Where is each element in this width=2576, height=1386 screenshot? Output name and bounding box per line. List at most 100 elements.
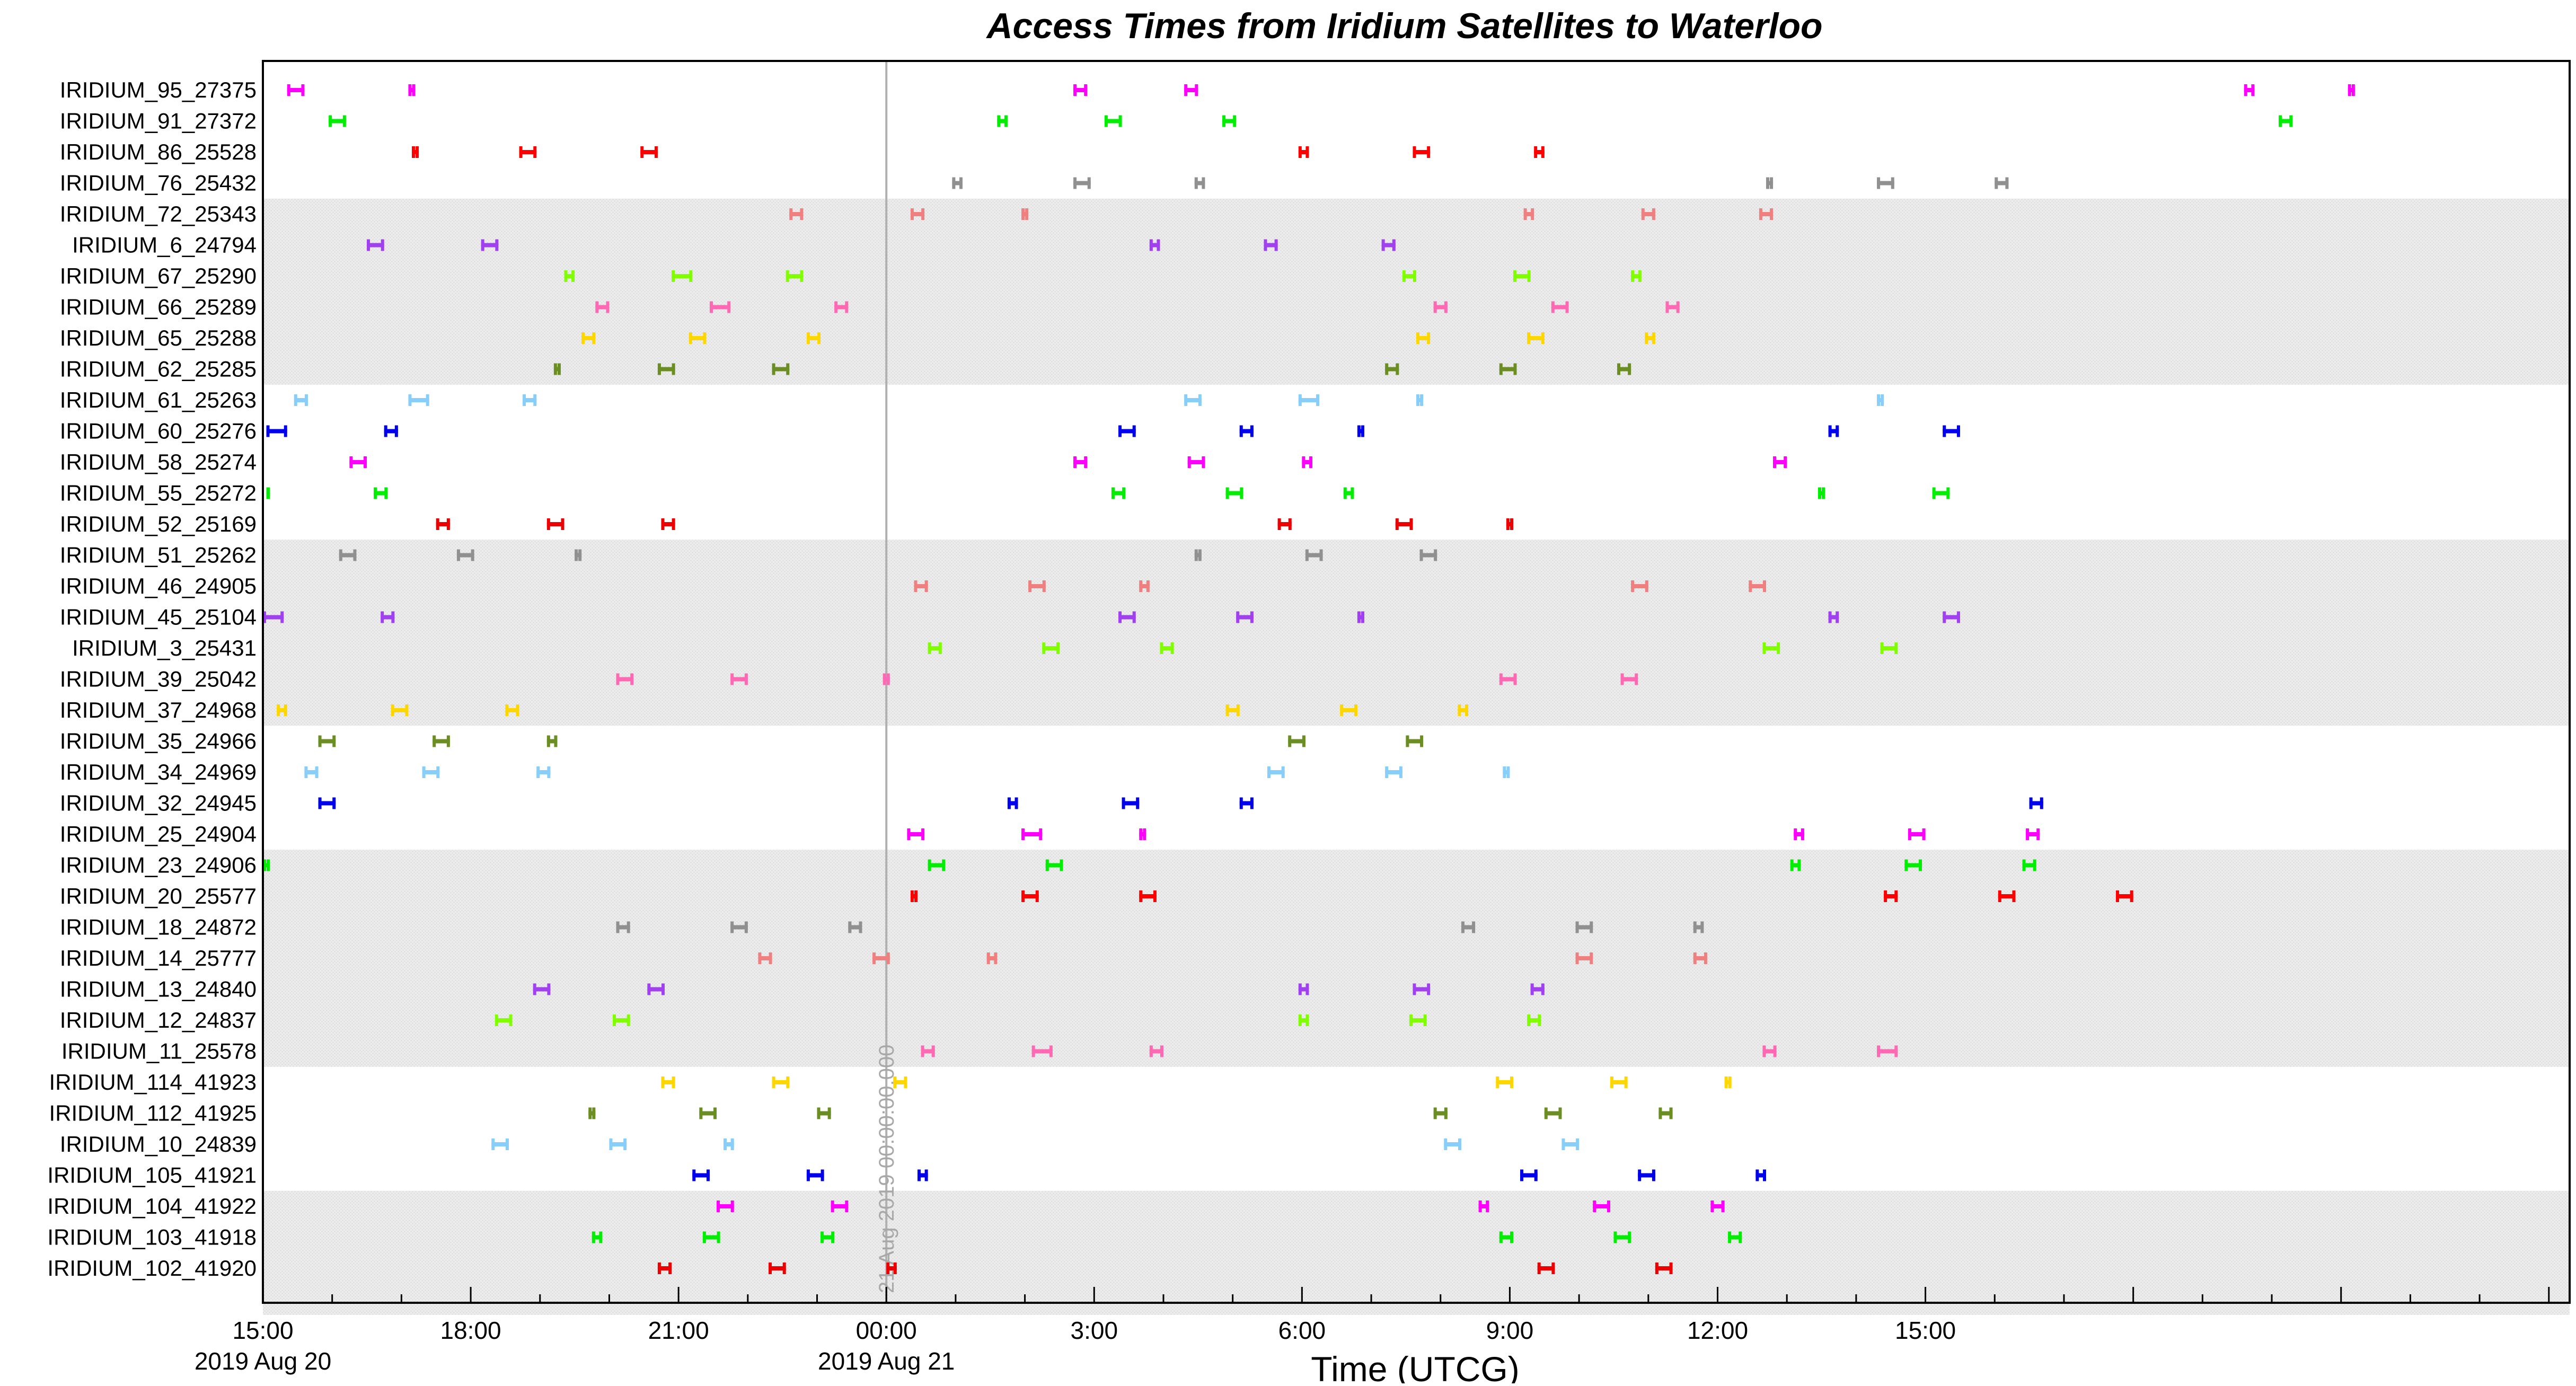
access-bar: [758, 952, 772, 964]
access-bar: [1551, 301, 1569, 313]
y-tick-label: IRIDIUM_12_24837: [60, 1008, 257, 1032]
y-tick-label: IRIDIUM_55_25272: [60, 481, 257, 506]
access-bar: [616, 921, 630, 933]
access-bar: [1710, 1200, 1725, 1212]
access-bar: [381, 611, 395, 623]
access-bar: [1658, 1107, 1673, 1119]
access-bar: [724, 1138, 734, 1150]
y-tick-label: IRIDIUM_112_41925: [49, 1101, 257, 1126]
shaded-row-bands: [263, 198, 2570, 1315]
access-bar: [1537, 1263, 1555, 1274]
access-bar: [1402, 270, 1416, 282]
y-tick-label: IRIDIUM_11_25578: [61, 1039, 257, 1064]
access-bar: [1790, 859, 1801, 871]
access-bar: [1877, 1045, 1898, 1057]
access-bar: [1544, 1107, 1562, 1119]
x-tick-label: 18:00: [440, 1317, 501, 1344]
satellite-row: [436, 518, 1513, 530]
access-bar: [1267, 766, 1285, 778]
y-tick-label: IRIDIUM_66_25289: [60, 295, 257, 320]
satellite-row: [581, 332, 1655, 344]
access-bar: [1302, 456, 1312, 468]
access-bar: [910, 890, 918, 902]
access-bar: [546, 518, 564, 530]
access-bar: [689, 332, 707, 344]
access-bar: [1433, 301, 1448, 313]
satellite-row: [349, 456, 1787, 468]
y-tick-label: IRIDIUM_91_27372: [60, 109, 257, 134]
access-bar: [1239, 797, 1254, 809]
x-axis-label: Time (UTCG): [1311, 1349, 1520, 1383]
access-bar: [657, 1263, 672, 1274]
access-bar: [408, 394, 429, 406]
y-tick-label: IRIDIUM_65_25288: [60, 325, 257, 350]
access-bar: [263, 611, 284, 623]
y-tick-label: IRIDIUM_72_25343: [60, 201, 257, 226]
access-bar: [2279, 115, 2293, 127]
access-bar: [481, 239, 499, 251]
y-tick-label: IRIDIUM_25_24904: [60, 822, 257, 846]
access-bar: [505, 704, 519, 716]
access-bar: [1513, 270, 1531, 282]
y-tick-label: IRIDIUM_95_27375: [60, 77, 257, 102]
access-bar: [1693, 952, 1707, 964]
access-bar: [1118, 425, 1136, 437]
access-bar: [1149, 1045, 1163, 1057]
access-bar: [1385, 766, 1402, 778]
access-bar: [657, 363, 675, 375]
y-tick-label: IRIDIUM_37_24968: [60, 698, 257, 722]
access-bar: [1122, 797, 1140, 809]
access-bar: [1527, 332, 1545, 344]
access-bar: [806, 332, 821, 344]
y-tick-label: IRIDIUM_114_41923: [49, 1070, 257, 1094]
access-bar: [1499, 1231, 1513, 1243]
access-bar: [1617, 363, 1631, 375]
x-tick-label: 3:00: [1071, 1317, 1118, 1344]
x-axis: 15:00 2019 Aug 20 18:00 21:00 00:00 2019 Aug …: [195, 1287, 2550, 1375]
access-bar: [1413, 146, 1431, 158]
access-bar: [918, 1169, 928, 1181]
access-bar: [263, 859, 270, 871]
access-bar: [907, 828, 925, 840]
access-bar: [433, 735, 450, 747]
access-bar: [1877, 394, 1884, 406]
access-bar: [581, 332, 596, 344]
access-bar: [1264, 239, 1278, 251]
access-bar: [831, 1200, 849, 1212]
access-bar: [1762, 1045, 1777, 1057]
access-bar: [1111, 487, 1126, 499]
access-bar: [1693, 921, 1704, 933]
satellite-row: [266, 487, 1950, 499]
access-bar: [1932, 487, 1950, 499]
access-bar: [533, 983, 551, 995]
y-tick-label: IRIDIUM_46_24905: [60, 573, 257, 598]
access-bar: [1139, 580, 1150, 592]
x-tick-label: 12:00: [1687, 1317, 1748, 1344]
y-tick-label: IRIDIUM_18_24872: [60, 915, 257, 940]
access-bar: [661, 1076, 675, 1088]
access-bar: [408, 84, 416, 96]
satellite-row: [339, 549, 1437, 561]
access-bar: [647, 983, 665, 995]
access-bar: [1298, 394, 1320, 406]
access-bar: [1194, 177, 1205, 189]
satellite-row: [616, 921, 1704, 933]
access-bar: [1575, 952, 1593, 964]
access-bar: [287, 84, 305, 96]
y-tick-label: IRIDIUM_61_25263: [60, 387, 257, 412]
y-tick-label: IRIDIUM_76_25432: [60, 171, 257, 196]
access-bar: [1613, 1231, 1631, 1243]
satellite-row: [692, 1169, 1766, 1181]
satellite-row: [553, 363, 1631, 375]
access-bar: [1298, 1014, 1309, 1026]
satellite-row: [533, 983, 1545, 995]
access-bar: [2244, 84, 2255, 96]
access-bar: [1503, 766, 1510, 778]
access-bar: [1610, 1076, 1628, 1088]
satellite-row: [910, 890, 2133, 902]
access-bar: [821, 1231, 835, 1243]
y-tick-label: IRIDIUM_23_24906: [60, 853, 257, 878]
access-bar: [1042, 642, 1060, 654]
access-bar: [1021, 208, 1029, 220]
